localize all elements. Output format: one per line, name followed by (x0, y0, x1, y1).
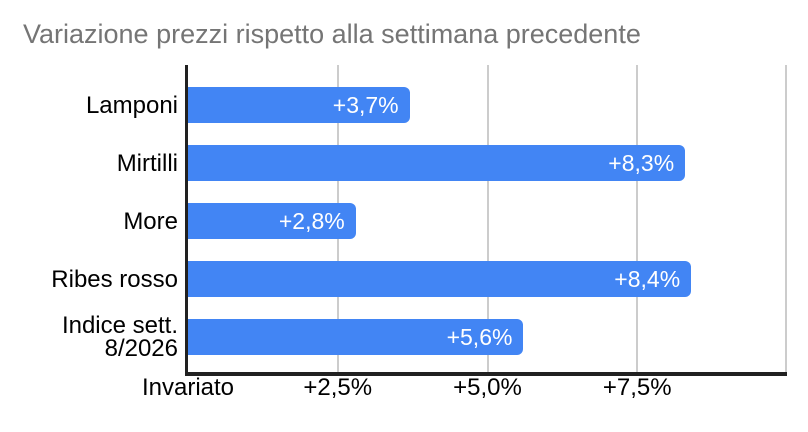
x-tick-label-2-5: +2,5% (303, 374, 373, 401)
bar-value-label: +8,4% (614, 265, 681, 292)
bar-value-label: +8,3% (608, 149, 675, 176)
bar-lamponi[interactable]: +3,7% (188, 87, 410, 123)
category-label-lamponi: Lamponi (85, 91, 178, 119)
category-label-indice-sett-8-2026: Indice sett. 8/2026 (61, 312, 178, 362)
plot-area: +3,7% +8,3% +2,8% +8,4% +5,6% (185, 65, 787, 376)
gridline-7-5 (636, 65, 639, 372)
bar-indice-sett-8-2026[interactable]: +5,6% (188, 319, 524, 355)
bar-ribes-rosso[interactable]: +8,4% (188, 261, 692, 297)
x-tick-label-invariato: Invariato (141, 374, 235, 401)
bar-more[interactable]: +2,8% (188, 203, 356, 239)
category-label-ribes-rosso: Ribes rosso (51, 265, 178, 293)
category-label-more: More (123, 207, 178, 235)
bar-mirtilli[interactable]: +8,3% (188, 145, 686, 181)
x-tick-label-5-0: +5,0% (453, 374, 522, 401)
x-tick-label-7-5: +7,5% (602, 374, 672, 401)
bar-value-label: +2,8% (278, 207, 345, 234)
gridline-10 (785, 65, 787, 372)
chart-title: Variazione prezzi rispetto alla settiman… (23, 19, 641, 49)
gridline-5 (486, 65, 489, 372)
bar-value-label: +5,6% (446, 323, 513, 350)
category-label-mirtilli: Mirtilli (116, 149, 178, 177)
bar-value-label: +3,7% (332, 91, 399, 118)
